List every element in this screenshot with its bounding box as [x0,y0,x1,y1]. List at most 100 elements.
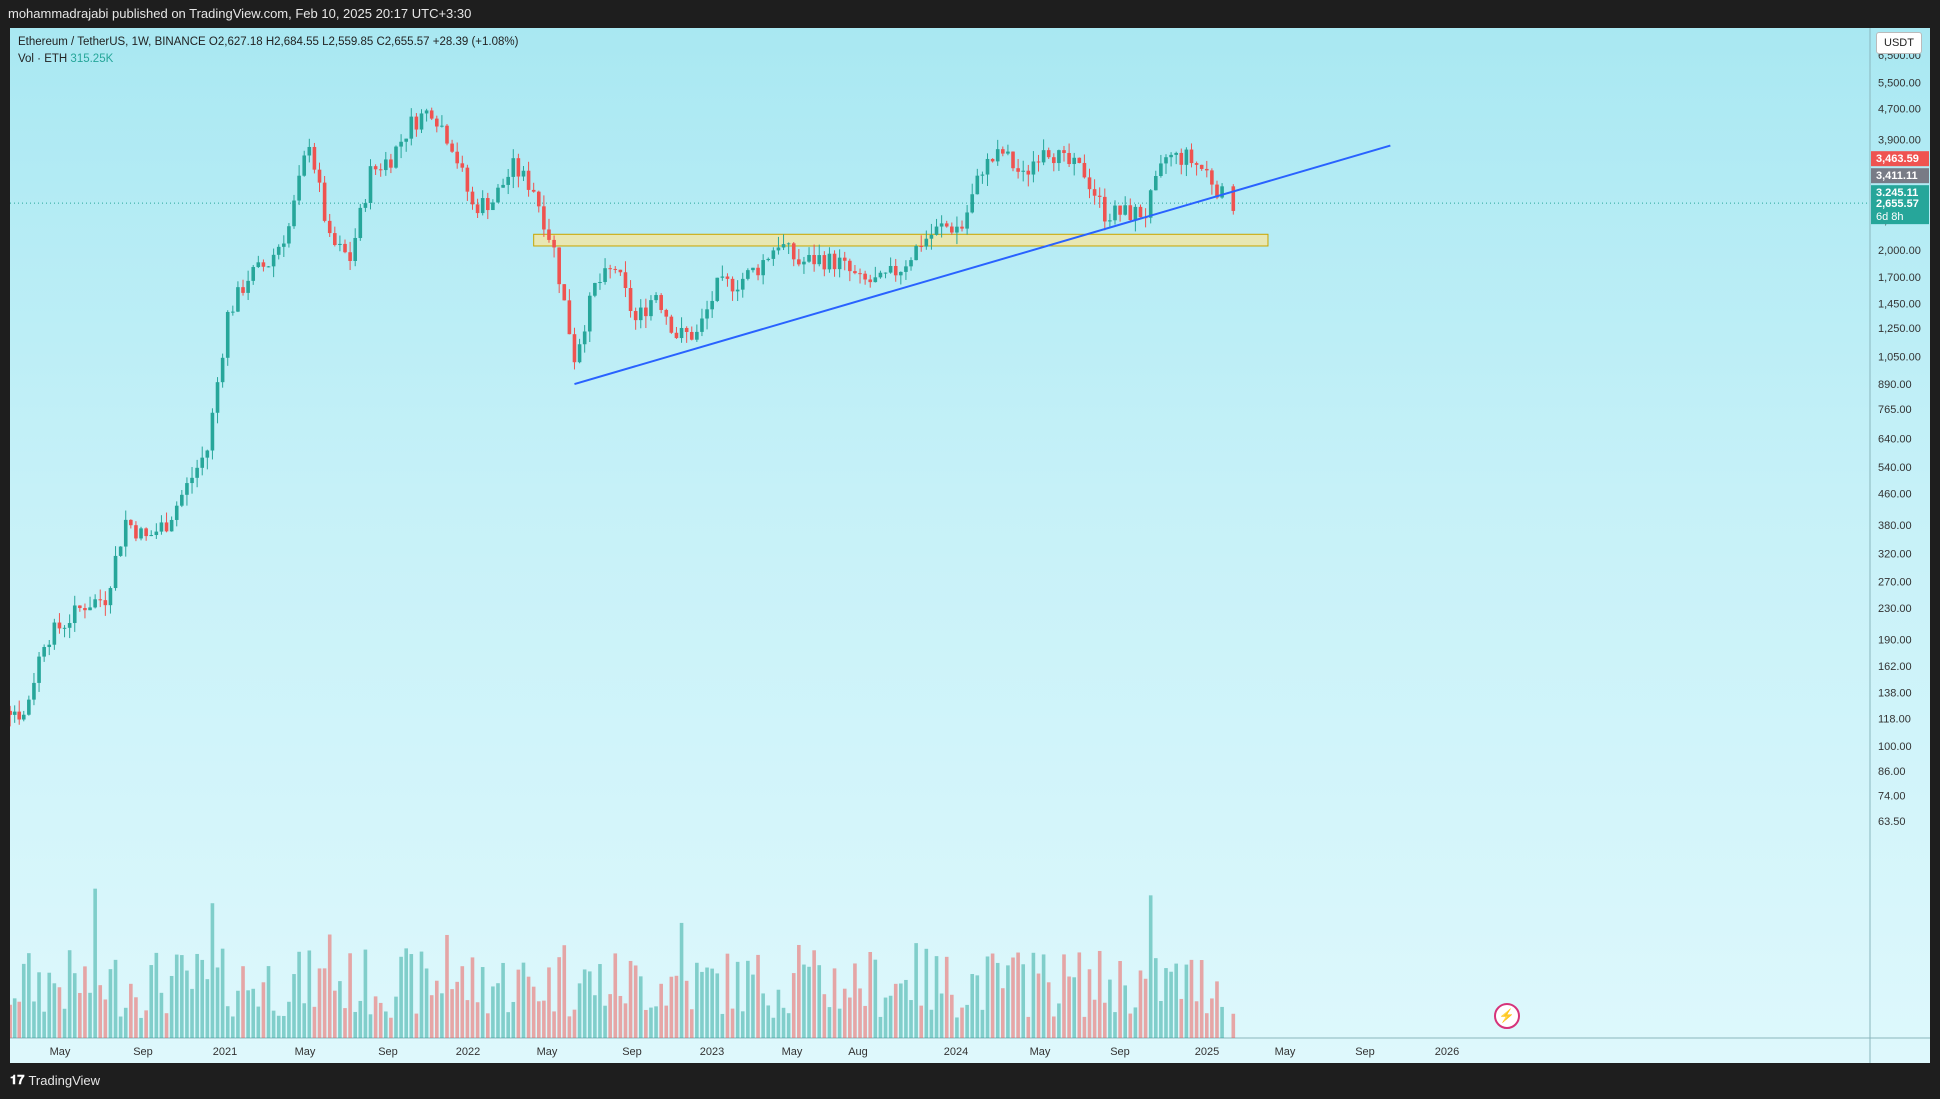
volume-bar [521,962,526,1038]
candle-body [378,169,383,171]
candle-body [934,226,939,235]
candle-body [751,267,755,271]
candle-body [1062,150,1066,153]
volume-bar [700,971,704,1038]
time-tick-label: May [1275,1046,1296,1058]
candle-body [562,284,567,301]
candle-body [118,546,123,556]
volume-bar [786,1013,791,1038]
volume-bar [1072,977,1077,1038]
candle-body [689,331,694,340]
volume-bar [282,1015,286,1038]
candle-body [593,282,597,296]
candle-body [98,599,103,601]
volume-bar [47,972,52,1038]
candle-body [1026,170,1031,175]
candle-body [491,202,495,211]
candle-body [720,276,725,278]
volume-bar [730,1008,735,1038]
open-value: O2,627.18 [208,36,263,48]
candle-body [832,253,837,270]
volume-bar [689,1009,694,1038]
close-value: C2,655.57 [376,36,430,48]
candle-body [1220,186,1224,198]
volume-bar [200,959,205,1038]
volume-bar [807,966,811,1038]
price-tick-label: 63.50 [1878,816,1906,828]
candle-body [266,266,271,268]
candle-body [853,271,857,274]
candle-body [638,307,643,321]
volume-bar [633,965,638,1038]
time-tick-label: May [1030,1046,1051,1058]
volume-bar [771,1017,776,1038]
candle-body [78,605,82,609]
volume-bar [1143,978,1148,1038]
volume-bar [42,1011,46,1038]
candle-body [679,327,684,339]
volume-bar [797,944,801,1038]
time-tick-label: 2021 [213,1046,237,1058]
candle-body [409,116,414,139]
publish-info: mohammadrajabi published on TradingView.… [8,6,472,21]
candle-body [1164,157,1168,164]
volume-bar [292,974,296,1038]
price-chart-svg[interactable]: 6,500.005,500.004,700.003,900.002,800.00… [10,28,1930,1063]
volume-bar [939,993,944,1038]
candle-body [465,167,470,192]
volume-bar [1164,968,1168,1038]
volume-bar [899,983,903,1038]
candle-body [164,522,169,532]
candle-body [317,169,322,183]
candle-body [1148,190,1153,218]
volume-bar [883,997,888,1038]
volume-bar [1159,1000,1163,1038]
price-tick-label: 118.00 [1878,713,1911,725]
candle-body [1118,205,1122,215]
candle-body [1036,161,1041,163]
volume-bar [57,987,62,1038]
volume-bar [1001,988,1005,1038]
volume-bar [475,1002,480,1038]
candle-body [577,344,582,363]
candle-body [975,175,980,195]
volume-bar [837,1008,842,1038]
candle-body [904,266,908,272]
candle-body [256,262,261,268]
volume-bar [720,1013,725,1038]
candle-body [531,189,536,192]
candle-body [552,239,556,248]
volume-bar [822,994,827,1038]
volume-bar [394,996,398,1038]
volume-bar [261,982,266,1038]
candle-body [909,260,913,267]
lightning-icon[interactable]: ⚡ [1494,1003,1520,1029]
price-tick-label: 460.00 [1878,488,1912,500]
volume-bar [924,948,929,1038]
volume-value: 315.25K [70,53,114,65]
volume-bar [225,1006,230,1038]
volume-bar [1036,973,1041,1038]
time-tick-label: Sep [1110,1046,1130,1058]
tradingview-logo[interactable]: 𝟏𝟕 TradingView [10,1073,100,1088]
currency-button[interactable]: USDT [1876,32,1922,54]
candle-body [669,316,674,333]
volume-bar [536,1001,541,1038]
candle-body [414,116,419,130]
candle-body [419,113,424,130]
volume-bar [934,956,939,1038]
volume-bar [516,969,521,1038]
volume-bar [185,970,189,1038]
candle-body [837,257,842,270]
candle-body [1057,150,1061,164]
volume-bar [679,922,684,1038]
volume-bar [108,969,113,1038]
symbol-label[interactable]: Ethereum / TetherUS, 1W, BINANCE [18,36,206,48]
volume-bar [511,1001,516,1038]
candle-body [292,200,296,227]
candle-body [878,272,883,278]
volume-bar [827,1007,832,1038]
candle-body [251,267,256,281]
volume-bar [858,988,862,1038]
chart-panel[interactable]: Ethereum / TetherUS, 1W, BINANCE O2,627.… [10,28,1930,1063]
